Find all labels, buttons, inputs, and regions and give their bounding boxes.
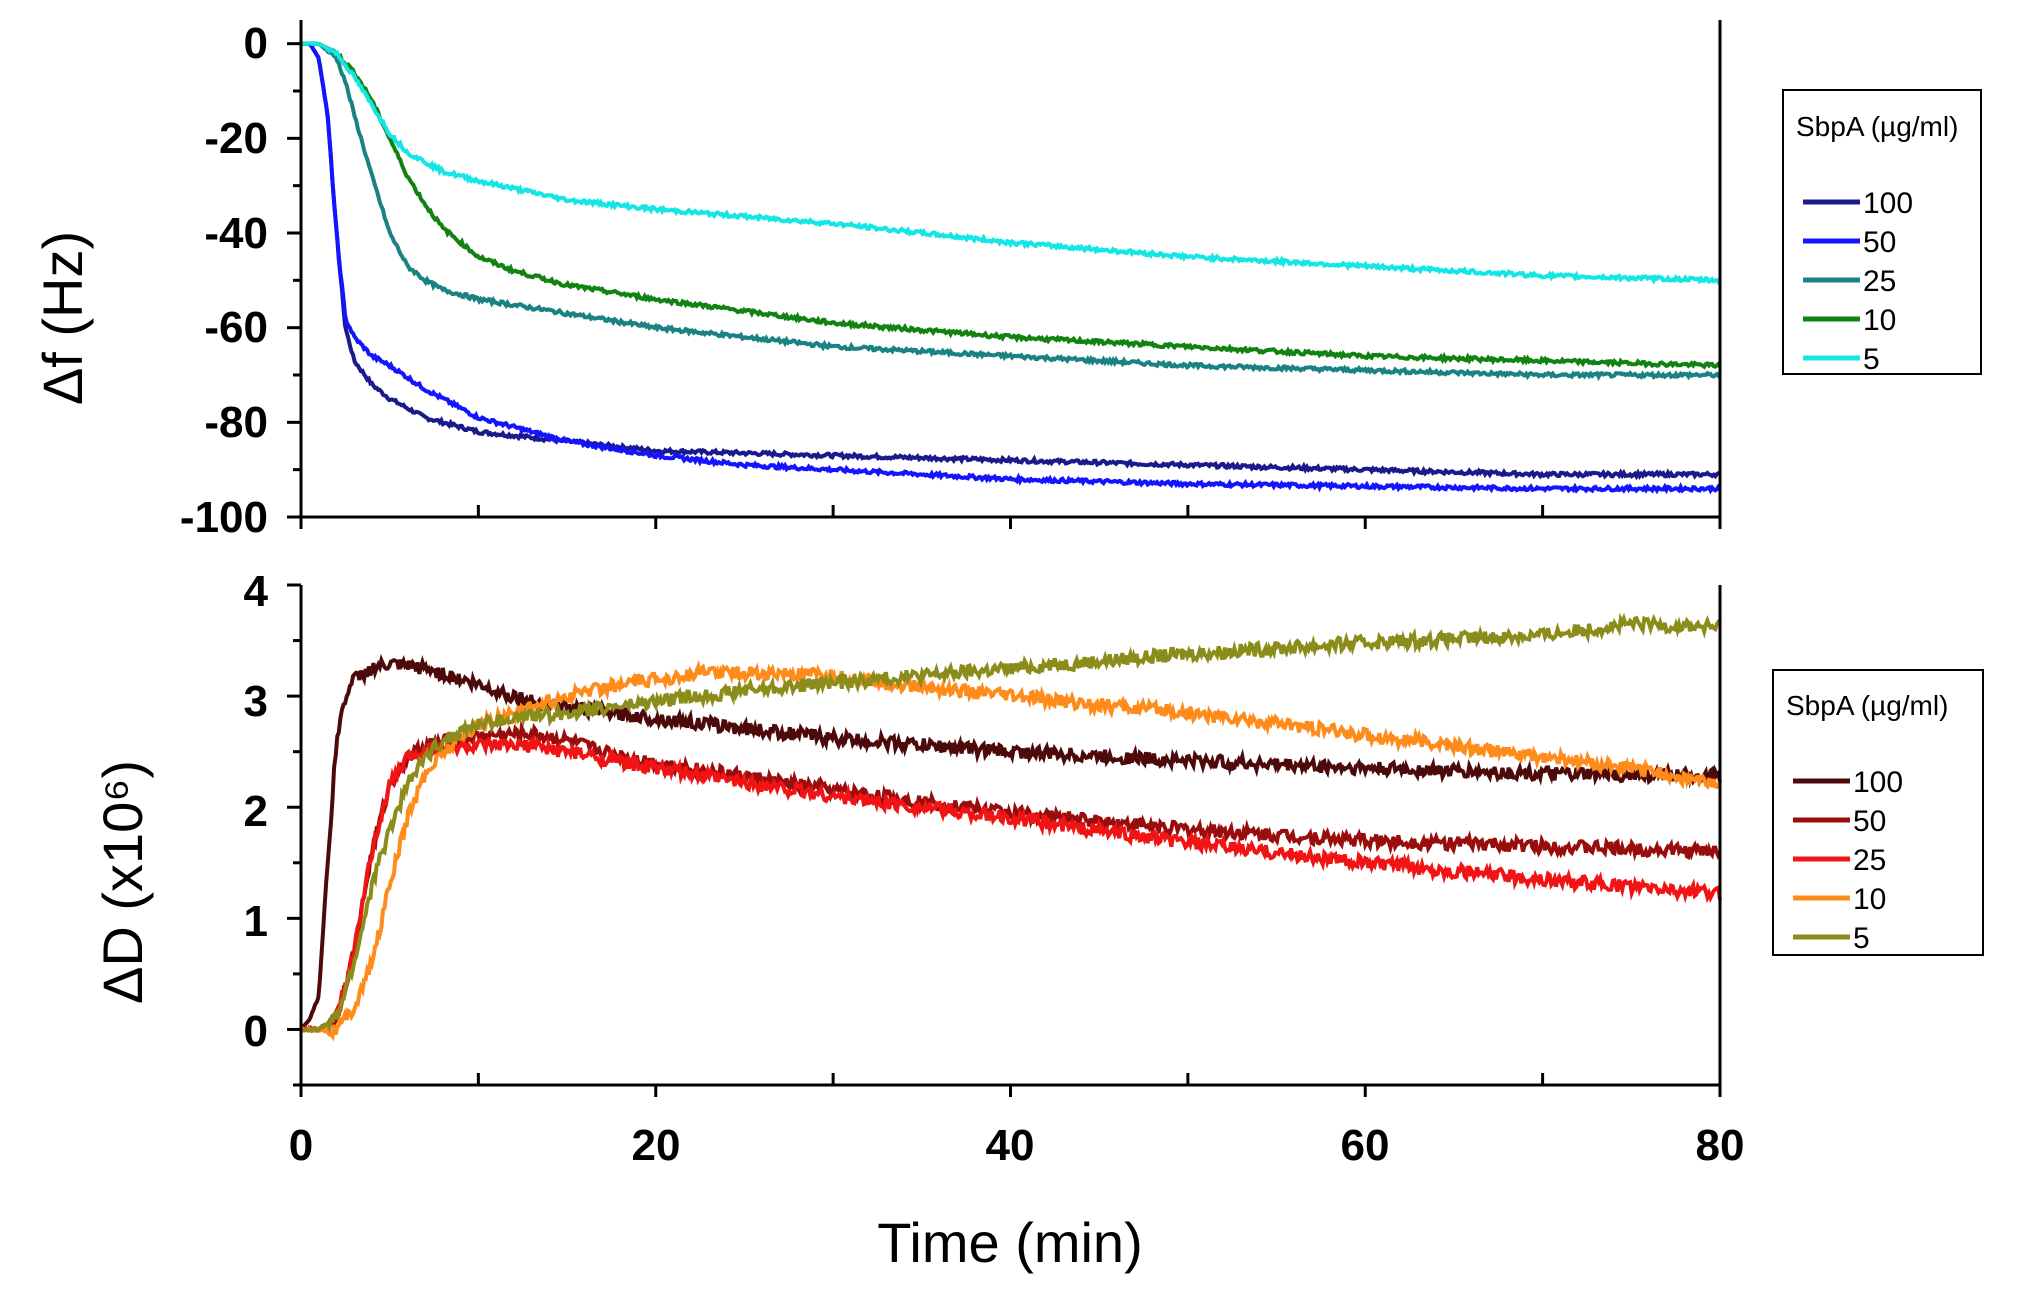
bottom-series-group <box>299 612 1722 1042</box>
top-y-tick-label: 0 <box>244 19 268 68</box>
top-y-tick-label: -20 <box>204 114 268 163</box>
bottom-ticks <box>287 583 1722 1097</box>
top-y-tick-label: -60 <box>204 303 268 352</box>
series-line-5 <box>299 612 1722 1035</box>
legend-label-5: 5 <box>1853 922 1870 955</box>
bottom-legend-title: SbpA (µg/ml) <box>1786 690 1948 721</box>
bottom-x-tick-label: 20 <box>632 1121 681 1170</box>
top-legend: SbpA (µg/ml) 100 50 25 10 5 <box>1782 89 1982 376</box>
bottom-x-tick-label: 0 <box>289 1121 313 1170</box>
legend-label-10: 10 <box>1863 304 1896 337</box>
top-y-tick-label: -100 <box>180 493 268 542</box>
series-line-25 <box>300 733 1722 1035</box>
bottom-x-tick-label: 40 <box>986 1121 1035 1170</box>
bottom-y-tick-label: 0 <box>244 1007 268 1056</box>
top-y-axis-label: Δf (Hz) <box>31 231 94 405</box>
top-legend-items: 100 50 25 10 5 <box>1803 187 1913 376</box>
top-y-tick-label: -80 <box>204 398 268 447</box>
bottom-y-tick-label: 2 <box>244 787 268 836</box>
bottom-axes <box>299 585 1722 1087</box>
bottom-y-tick-label: 3 <box>244 677 268 726</box>
legend-label-5: 5 <box>1863 343 1880 376</box>
top-legend-box <box>1782 89 1982 375</box>
bottom-legend-box <box>1772 669 1984 956</box>
series-line-25 <box>300 41 1722 382</box>
top-axes <box>299 20 1722 519</box>
bottom-panel: 0 1 2 3 4 0 20 40 60 80 ΔD (x10⁶) Time (… <box>91 567 1984 1274</box>
legend-label-50: 50 <box>1863 226 1896 259</box>
top-panel: 0 -20 -40 -60 -80 -100 Δf (Hz) SbpA (µg/… <box>31 19 1982 542</box>
legend-label-10: 10 <box>1853 883 1886 916</box>
series-line-100 <box>300 41 1721 481</box>
legend-label-100: 100 <box>1863 187 1913 220</box>
series-line-50 <box>300 41 1722 495</box>
x-axis-label: Time (min) <box>877 1211 1142 1274</box>
top-legend-title: SbpA (µg/ml) <box>1796 111 1958 142</box>
legend-label-100: 100 <box>1853 766 1903 799</box>
legend-label-25: 25 <box>1853 844 1886 877</box>
bottom-legend: SbpA (µg/ml) 100 50 25 10 5 <box>1772 669 1984 956</box>
series-line-5 <box>300 41 1722 286</box>
bottom-y-axis-label: ΔD (x10⁶) <box>91 760 154 1004</box>
legend-label-50: 50 <box>1853 805 1886 838</box>
series-line-10 <box>300 41 1722 370</box>
series-line-10 <box>299 659 1722 1042</box>
bottom-x-tick-label: 80 <box>1696 1121 1745 1170</box>
top-y-tick-label: -40 <box>204 209 268 258</box>
bottom-y-tick-label: 4 <box>244 567 269 616</box>
bottom-legend-items: 100 50 25 10 5 <box>1793 766 1903 955</box>
bottom-x-tick-label: 60 <box>1341 1121 1390 1170</box>
top-series-group <box>300 41 1722 495</box>
top-ticks <box>287 42 1722 529</box>
legend-label-25: 25 <box>1863 265 1896 298</box>
bottom-y-tick-label: 1 <box>244 897 268 946</box>
